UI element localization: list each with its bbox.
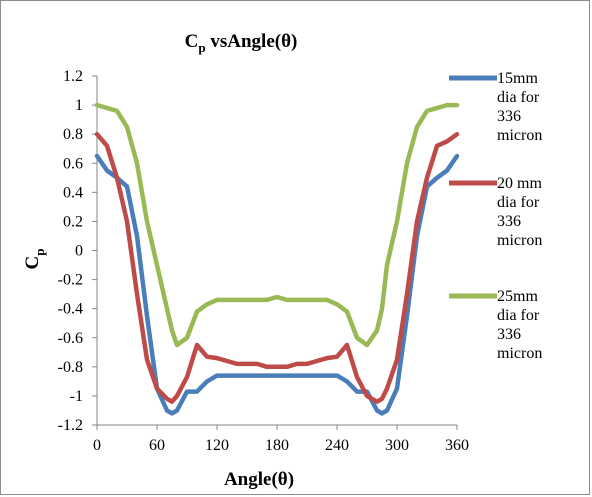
legend-entry-3: 25mm dia for 336 micron <box>449 288 542 362</box>
legend-label: 336 <box>497 108 521 125</box>
x-tick-label: 180 <box>265 437 289 454</box>
y-tick-label: 0 <box>75 243 83 260</box>
legend-label: 336 <box>497 213 521 230</box>
y-tick-label: -1 <box>70 388 83 405</box>
y-tick-label: 0.2 <box>63 213 83 230</box>
legend-label: dia for <box>497 89 540 106</box>
x-axis-title: Angle(θ) <box>224 469 294 490</box>
series-layer <box>94 102 460 416</box>
y-tick-label: 1.2 <box>63 68 83 85</box>
y-tick-label: -0.4 <box>58 301 83 318</box>
y-tick-label: 1 <box>75 97 83 114</box>
series-line-2 <box>94 131 460 404</box>
legend-label: micron <box>497 232 542 249</box>
y-tick-label: 0.8 <box>63 126 83 143</box>
legend-label: 20 mm <box>497 175 542 192</box>
legend-label: dia for <box>497 194 540 211</box>
legend-label: 25mm <box>497 288 538 305</box>
x-tick-label: 300 <box>385 437 409 454</box>
legend-label: 15mm <box>497 70 538 87</box>
series-line-1 <box>94 153 460 416</box>
y-tick-label: -1.2 <box>58 417 83 434</box>
legend-label: micron <box>497 345 542 362</box>
x-tick-label: 0 <box>93 437 101 454</box>
legend-entry-2: 20 mm dia for 336 micron <box>449 175 542 249</box>
legend-entry-1: 15mm dia for 336 micron <box>449 70 542 144</box>
x-tick-label: 360 <box>445 437 469 454</box>
x-tick-label: 120 <box>205 437 229 454</box>
y-tick-label: -0.2 <box>58 272 83 289</box>
y-tick-label: -0.8 <box>58 359 83 376</box>
y-tick-label: -0.6 <box>58 330 83 347</box>
chart-title: Cp vsAngle(θ) <box>185 31 298 55</box>
y-tick-label: 0.4 <box>63 184 83 201</box>
legend-label: 336 <box>497 326 521 343</box>
legend: 15mm dia for 336 micron 20 mm dia for 336 micro… <box>449 70 542 362</box>
series-line-3 <box>94 102 460 348</box>
x-tick-label: 240 <box>325 437 349 454</box>
y-tick-label: 0.6 <box>63 155 83 172</box>
tick-labels: -1.2 -1 -0.8 -0.6 -0.4 -0.2 0 0.2 0.4 0.6 0.8 1 1.2 0… <box>58 68 469 454</box>
legend-label: dia for <box>497 307 540 324</box>
legend-label: micron <box>497 127 542 144</box>
x-tick-label: 60 <box>149 437 165 454</box>
y-axis-title: Cp <box>22 249 47 270</box>
